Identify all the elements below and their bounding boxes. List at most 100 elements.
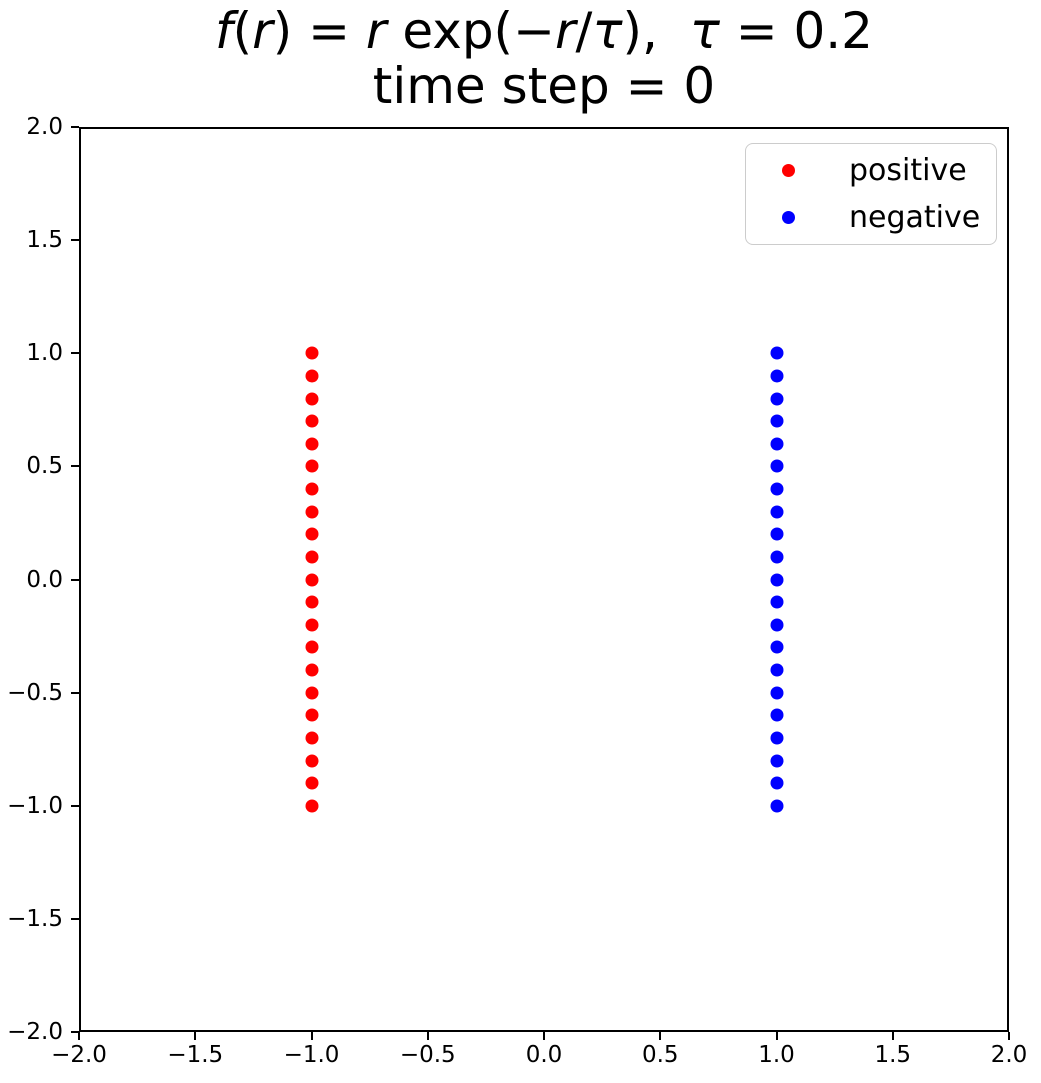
- legend-label: negative: [849, 199, 981, 235]
- scatter-point-negative: [770, 595, 783, 609]
- scatter-point-negative: [770, 799, 783, 813]
- formula-text: ),: [622, 2, 690, 60]
- scatter-point-positive: [305, 482, 318, 496]
- x-tick-label: −1.5: [167, 1042, 224, 1068]
- y-tick-label: 2.0: [26, 114, 63, 140]
- y-tick-label: 1.5: [26, 227, 63, 254]
- y-tick-mark: [71, 352, 79, 355]
- formula-variable: τ: [689, 2, 720, 60]
- scatter-point-positive: [305, 776, 318, 790]
- scatter-point-negative: [770, 731, 783, 745]
- formula-text: /: [575, 2, 593, 60]
- scatter-point-negative: [770, 392, 783, 405]
- scatter-point-negative: [770, 663, 783, 677]
- y-tick-label: 0.5: [26, 453, 63, 480]
- scatter-point-positive: [305, 392, 318, 405]
- x-tick-mark: [78, 1032, 80, 1040]
- x-tick-mark: [1008, 1032, 1010, 1040]
- scatter-point-positive: [305, 663, 318, 677]
- scatter-point-negative: [770, 776, 783, 790]
- x-tick-mark: [426, 1032, 429, 1040]
- scatter-point-positive: [305, 799, 318, 813]
- y-tick-label: −1.0: [7, 792, 63, 819]
- title-formula: f(r) = r exp(−r/τ), τ = 0.2: [79, 4, 1009, 59]
- scatter-point-negative: [770, 414, 783, 428]
- formula-variable: τ: [592, 2, 623, 60]
- scatter-point-positive: [305, 346, 318, 360]
- y-tick-label: 0.0: [26, 566, 63, 593]
- x-tick-label: −1.0: [283, 1042, 340, 1068]
- y-tick-mark: [71, 465, 79, 468]
- scatter-point-positive: [305, 437, 318, 451]
- x-tick-label: −0.5: [399, 1042, 456, 1068]
- y-tick-label: −2.0: [7, 1019, 63, 1045]
- scatter-point-negative: [770, 573, 783, 586]
- scatter-point-positive: [305, 708, 318, 722]
- x-tick-mark: [659, 1032, 662, 1040]
- scatter-point-positive: [305, 369, 318, 383]
- x-tick-label: 1.0: [758, 1042, 795, 1068]
- scatter-point-negative: [770, 437, 783, 451]
- scatter-point-positive: [305, 527, 318, 541]
- scatter-point-positive: [305, 414, 318, 428]
- y-tick-mark: [71, 804, 79, 807]
- y-tick-label: −1.5: [7, 905, 63, 932]
- positive-marker-icon: [782, 164, 795, 177]
- plot-area: [79, 127, 1009, 1032]
- x-tick-mark: [891, 1032, 894, 1040]
- formula-text: (: [232, 2, 253, 60]
- x-tick-label: 1.5: [874, 1042, 912, 1068]
- scatter-point-negative: [770, 482, 783, 496]
- scatter-point-positive: [305, 640, 318, 654]
- formula-variable: r: [252, 2, 273, 60]
- x-tick-mark: [310, 1032, 313, 1040]
- legend-label: positive: [849, 152, 967, 188]
- scatter-point-negative: [770, 369, 783, 383]
- scatter-point-negative: [770, 550, 783, 564]
- scatter-point-positive: [305, 459, 318, 473]
- formula-text: = 0.2: [719, 2, 873, 60]
- y-tick-mark: [71, 126, 79, 128]
- negative-marker-icon: [782, 211, 795, 224]
- chart-title: f(r) = r exp(−r/τ), τ = 0.2 time step = …: [79, 4, 1009, 114]
- scatter-point-positive: [305, 573, 318, 586]
- y-tick-mark: [71, 917, 79, 920]
- title-timestep: time step = 0: [372, 57, 716, 115]
- y-tick-mark: [71, 1031, 79, 1033]
- x-tick-mark: [775, 1032, 778, 1040]
- x-tick-mark: [194, 1032, 197, 1040]
- scatter-point-negative: [770, 640, 783, 654]
- y-tick-label: −0.5: [7, 679, 63, 706]
- formula-text: exp(−: [386, 2, 555, 60]
- x-tick-label: 0.0: [525, 1042, 563, 1068]
- scatter-point-positive: [305, 754, 318, 767]
- y-tick-mark: [71, 239, 79, 242]
- y-tick-label: 1.0: [26, 340, 63, 367]
- x-tick-label: 2.0: [990, 1042, 1028, 1068]
- scatter-point-negative: [770, 459, 783, 473]
- formula-variable: f: [215, 2, 233, 60]
- x-tick-mark: [543, 1032, 545, 1040]
- scatter-point-positive: [305, 505, 318, 519]
- y-tick-mark: [71, 578, 79, 581]
- scatter-point-negative: [770, 505, 783, 519]
- y-tick-mark: [71, 691, 79, 694]
- scatter-point-negative: [770, 527, 783, 541]
- legend: positive negative: [745, 143, 997, 245]
- formula-variable: r: [554, 2, 576, 60]
- formula-text: ) =: [272, 2, 366, 60]
- legend-item: positive: [746, 147, 996, 194]
- scatter-point-positive: [305, 686, 318, 700]
- x-tick-label: −2.0: [51, 1042, 107, 1068]
- legend-item: negative: [746, 194, 996, 241]
- scatter-point-negative: [770, 686, 783, 700]
- formula-variable: r: [365, 2, 387, 60]
- scatter-point-positive: [305, 618, 318, 632]
- scatter-point-negative: [770, 754, 783, 767]
- x-tick-label: 0.5: [641, 1042, 679, 1068]
- scatter-point-positive: [305, 731, 318, 745]
- scatter-point-negative: [770, 346, 783, 360]
- scatter-point-positive: [305, 550, 318, 564]
- scatter-point-positive: [305, 595, 318, 609]
